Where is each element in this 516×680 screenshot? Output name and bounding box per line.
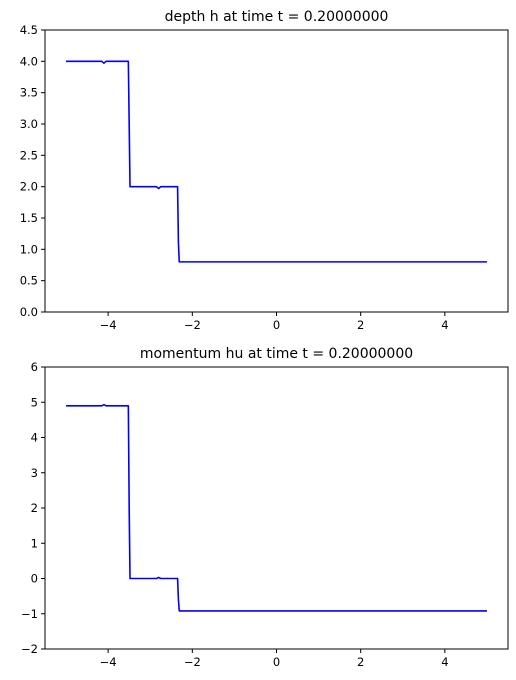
chart-title: depth h at time t = 0.20000000 (165, 9, 389, 25)
x-tick-label: 4 (441, 318, 448, 332)
y-tick-label: 3.0 (20, 117, 38, 131)
y-tick-label: 3.5 (20, 86, 38, 100)
y-tick-label: 0.0 (20, 305, 38, 319)
series-line (66, 403, 487, 612)
y-tick-label: 3 (31, 466, 38, 480)
y-tick-label: 5 (31, 395, 38, 409)
y-tick-label: −2 (21, 642, 38, 656)
plot-frame (44, 29, 509, 313)
y-tick-label: 4 (31, 431, 38, 445)
depth-chart: depth h at time t = 0.20000000 −4 −2 0 2 4 0.0… (20, 9, 509, 332)
x-tick-label: 0 (273, 318, 280, 332)
x-tick-label: −2 (184, 318, 201, 332)
y-tick-label: 1.5 (20, 211, 38, 225)
y-tick-label: 2 (31, 501, 38, 515)
y-tick-label: 1 (31, 536, 38, 550)
y-tick-label: 0.5 (20, 274, 38, 288)
y-tick-label: 6 (31, 360, 38, 374)
momentum-chart: momentum hu at time t = 0.20000000 −4 −2 0 2… (21, 346, 509, 669)
x-tick-label: −2 (184, 655, 201, 669)
x-tick-label: 0 (273, 655, 280, 669)
y-tick-label: 1.0 (20, 242, 38, 256)
y-tick-label: 2.5 (20, 148, 38, 162)
x-tick-label: 2 (357, 318, 364, 332)
x-tick-label: −4 (100, 655, 117, 669)
chart-title: momentum hu at time t = 0.20000000 (140, 346, 413, 362)
y-tick-label: 0 (31, 572, 38, 586)
x-tick-label: 4 (441, 655, 448, 669)
y-tick-label: 2.0 (20, 180, 38, 194)
x-tick-label: −4 (100, 318, 117, 332)
plot-frame (44, 366, 509, 650)
y-tick-label: 4.0 (20, 54, 38, 68)
y-tick-label: −1 (21, 607, 38, 621)
x-tick-label: 2 (357, 655, 364, 669)
y-tick-label: 4.5 (20, 23, 38, 37)
series-line (66, 60, 487, 263)
